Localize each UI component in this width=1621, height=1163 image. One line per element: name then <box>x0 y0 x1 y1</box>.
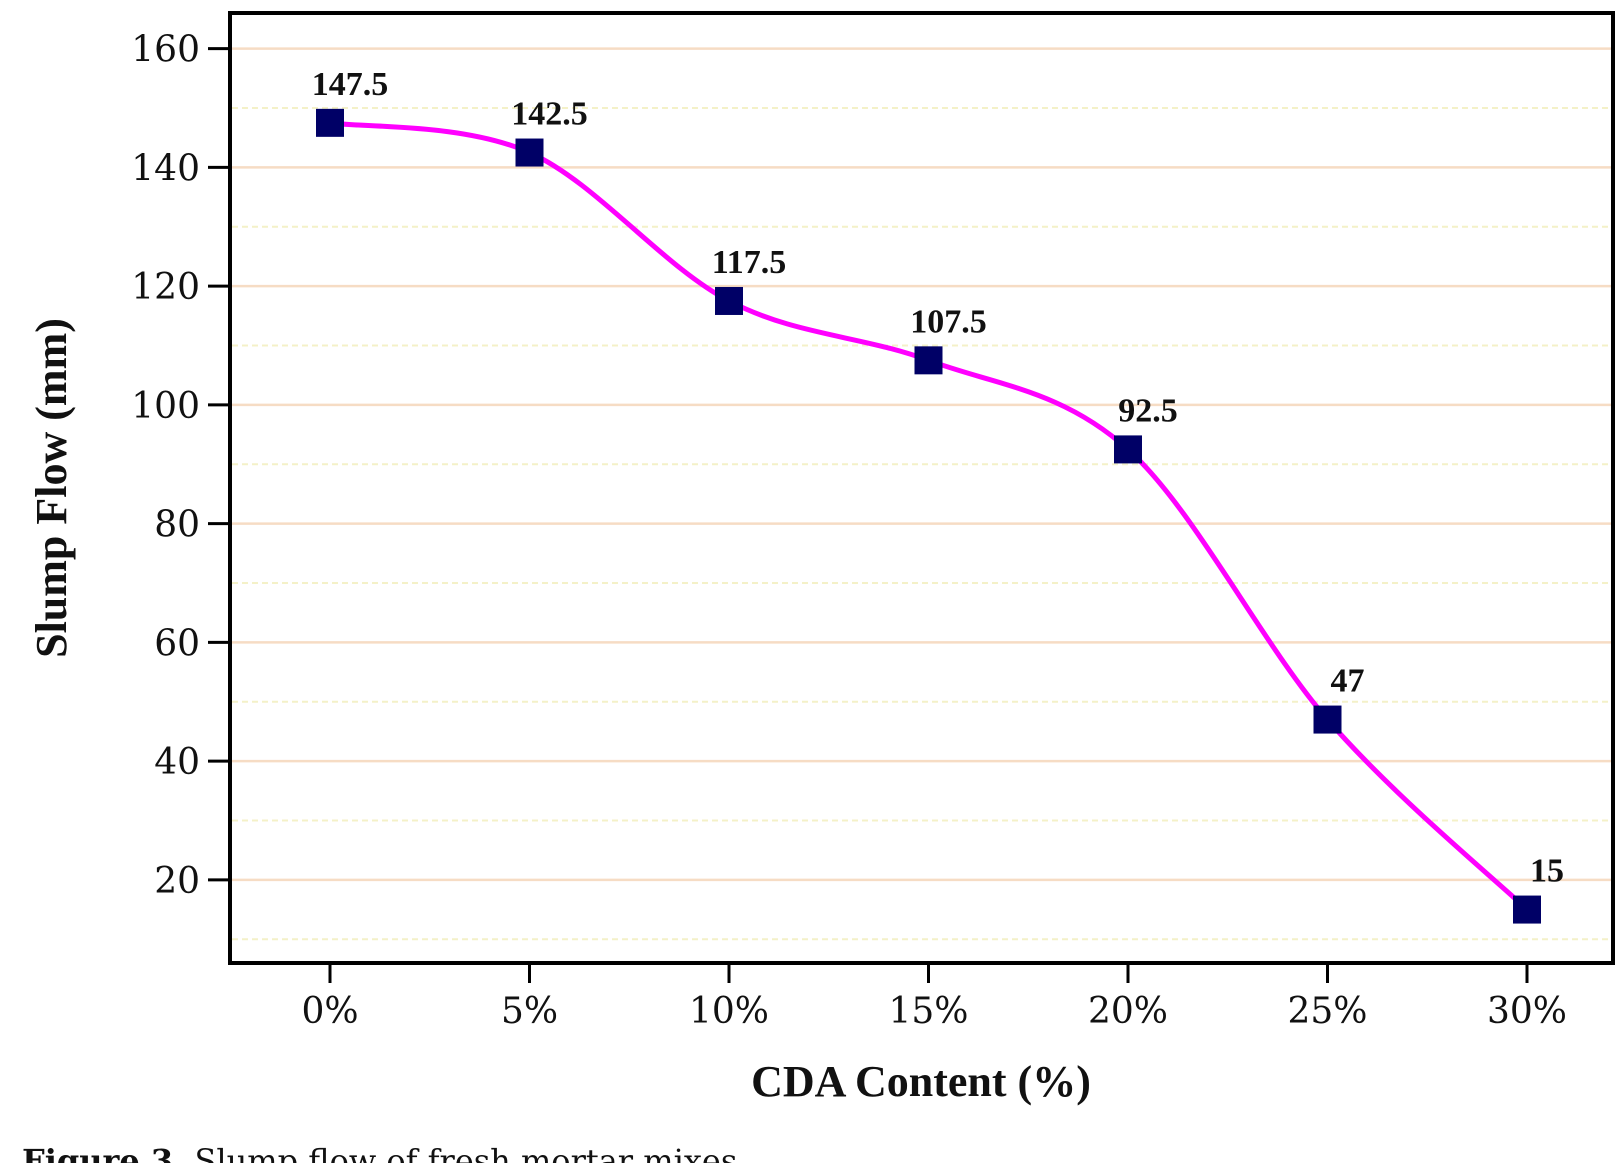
x-tick-label: 20% <box>1088 991 1168 1032</box>
data-point-marker <box>1513 895 1541 924</box>
data-point-marker <box>914 346 943 375</box>
data-point-marker <box>515 138 544 167</box>
x-axis-title: CDA Content (%) <box>751 1057 1091 1106</box>
y-tick-label: 40 <box>154 742 200 783</box>
figure-caption-label: Figure 3. <box>22 1142 185 1163</box>
data-point-marker <box>715 286 743 315</box>
figure-caption-text: Slump flow of fresh mortar mixes. <box>194 1142 748 1163</box>
y-tick-label: 20 <box>154 861 200 902</box>
figure-caption: Figure 3. Slump flow of fresh mortar mix… <box>22 1137 747 1163</box>
data-label: 92.5 <box>1118 392 1178 429</box>
x-tick-label: 25% <box>1287 991 1367 1032</box>
y-tick-label: 80 <box>154 505 200 546</box>
x-tick-label: 5% <box>501 991 558 1032</box>
y-tick-label: 60 <box>154 623 200 664</box>
grid-lines <box>232 47 1611 941</box>
x-tick-label: 0% <box>301 991 358 1032</box>
y-tick-label: 140 <box>131 148 200 189</box>
data-label: 107.5 <box>910 303 987 340</box>
x-tick-label: 10% <box>689 991 769 1032</box>
y-axis-ticks: 20 40 60 80 100 120 140 160 <box>131 30 230 902</box>
series-slump-flow <box>316 108 1541 924</box>
y-tick-label: 100 <box>131 386 200 427</box>
data-point-marker <box>1313 705 1342 734</box>
y-axis-title: Slump Flow (mm) <box>27 318 76 658</box>
data-point-marker <box>316 108 344 137</box>
data-labels: 147.5 142.5 117.5 107.5 92.5 47 15 <box>312 66 1564 890</box>
x-axis-ticks: 0% 5% 10% 15% 20% 25% 30% <box>301 963 1567 1032</box>
data-point-marker <box>1114 435 1142 464</box>
data-label: 117.5 <box>712 244 787 281</box>
axes <box>228 11 1615 965</box>
data-label: 147.5 <box>312 66 389 103</box>
data-label: 142.5 <box>511 96 588 133</box>
x-tick-label: 15% <box>888 991 968 1032</box>
series-line <box>329 120 1529 912</box>
plot-frame <box>228 11 1615 965</box>
y-tick-label: 160 <box>131 30 200 71</box>
x-tick-label: 30% <box>1487 991 1567 1032</box>
y-tick-label: 120 <box>131 267 200 308</box>
data-label: 15 <box>1530 853 1564 890</box>
data-label: 47 <box>1331 663 1365 700</box>
